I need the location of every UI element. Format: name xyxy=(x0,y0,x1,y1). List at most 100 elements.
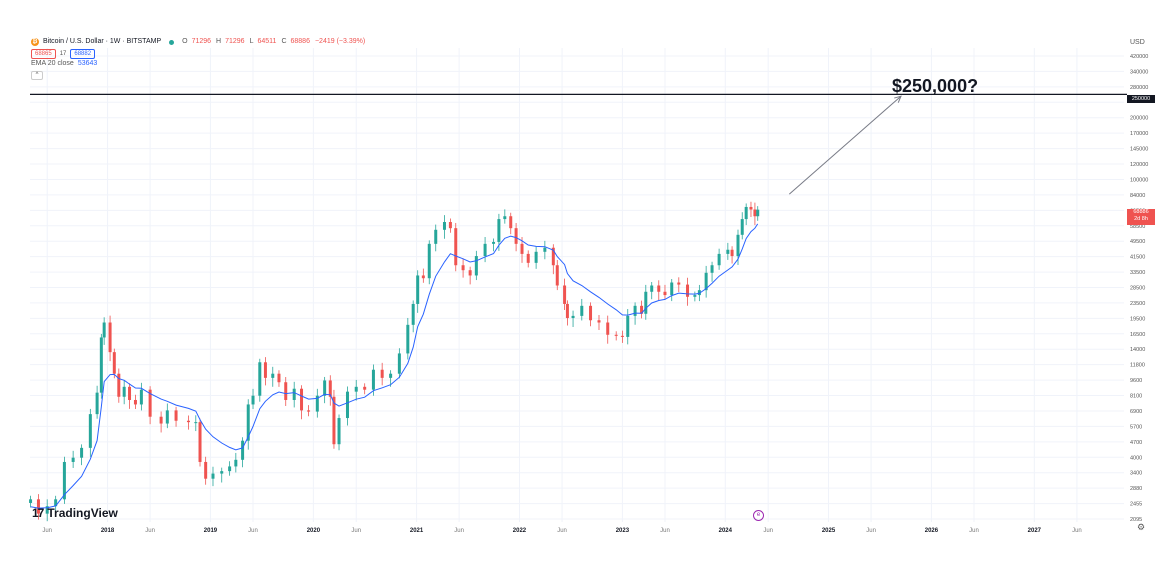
candle-body xyxy=(677,282,681,285)
candle-body xyxy=(148,389,152,417)
candle-body xyxy=(128,386,132,400)
candle-body xyxy=(503,216,507,220)
candle-body xyxy=(626,315,630,337)
price-tick-label: 280000 xyxy=(1130,85,1148,91)
candle-body xyxy=(726,249,730,254)
ohlc-high: 71296 xyxy=(225,38,245,45)
time-tick-label: 2026 xyxy=(925,528,939,534)
candle-body xyxy=(640,305,644,314)
time-tick-label: Jun xyxy=(42,528,52,534)
time-tick-label: Jun xyxy=(248,528,258,534)
candle-body xyxy=(454,228,458,266)
candle-body xyxy=(332,396,336,445)
candle-body xyxy=(633,305,637,316)
target-price-annotation[interactable]: $250,000? xyxy=(892,76,979,96)
candle-body xyxy=(88,414,92,448)
indicator-row[interactable]: EMA 20 close 53643 xyxy=(31,59,366,69)
ema-label: EMA 20 close xyxy=(31,60,74,67)
candle-body xyxy=(354,386,358,392)
candle-body xyxy=(258,362,262,396)
last-price-tag: 68886 2d 8h xyxy=(1127,209,1155,225)
symbol-title[interactable]: Bitcoin / U.S. Dollar · 1W · BITSTAMP xyxy=(43,38,162,45)
candle-body xyxy=(442,222,446,230)
candle-body xyxy=(693,295,697,297)
candle-body xyxy=(620,335,624,337)
candle-body xyxy=(543,247,547,252)
market-status-icon xyxy=(169,39,175,45)
candle-body xyxy=(730,249,734,257)
price-tick-label: 58500 xyxy=(1130,224,1145,230)
candle-body xyxy=(580,305,584,316)
candle-body xyxy=(421,275,425,279)
candle-body xyxy=(328,380,332,397)
candle-body xyxy=(99,337,103,393)
price-tick-label: 100000 xyxy=(1130,177,1148,183)
candle-body xyxy=(95,392,99,415)
time-tick-label: Jun xyxy=(557,528,567,534)
candle-body xyxy=(644,291,648,314)
candle-body xyxy=(571,315,575,319)
price-tick-label: 41500 xyxy=(1130,255,1145,261)
candle-body xyxy=(663,291,667,296)
buy-price-button[interactable]: 68882 xyxy=(70,49,96,59)
candle-body xyxy=(753,209,757,217)
candle-body xyxy=(710,265,714,273)
trade-row: 68865 17 68882 xyxy=(31,47,366,59)
settings-gear-icon[interactable]: ⚙ xyxy=(1137,522,1146,532)
price-tick-label: 8100 xyxy=(1130,394,1142,400)
spread-value: 17 xyxy=(59,51,67,57)
price-tick-label: 340000 xyxy=(1130,69,1148,75)
candle-body xyxy=(194,422,198,424)
price-tick-label: 19500 xyxy=(1130,316,1145,322)
candle-body xyxy=(670,282,674,296)
drawings xyxy=(30,93,1127,195)
ohlc-close: 68886 xyxy=(290,38,310,45)
candle-body xyxy=(606,322,610,335)
collapse-legend-button[interactable]: ^ xyxy=(31,71,43,80)
bitcoin-icon: ₿ xyxy=(31,38,39,46)
candle-body xyxy=(534,251,538,263)
price-tick-label: 170000 xyxy=(1130,131,1148,137)
event-marker-icon[interactable]: e xyxy=(753,510,764,521)
currency-selector[interactable]: USD xyxy=(1130,39,1145,46)
price-tick-label: 11800 xyxy=(1130,363,1145,369)
time-tick-label: Jun xyxy=(866,528,876,534)
candle-body xyxy=(133,399,137,405)
candle-body xyxy=(597,320,601,323)
candle-body xyxy=(71,457,75,462)
price-tick-label: 120000 xyxy=(1130,162,1148,168)
ema-20-line xyxy=(30,223,759,509)
candle-body xyxy=(263,362,267,378)
candle-body xyxy=(756,209,760,217)
price-tick-label: 2455 xyxy=(1130,502,1142,508)
candle-body xyxy=(337,418,341,445)
tradingview-logo-icon: 17 xyxy=(32,506,44,520)
candle-body xyxy=(717,253,721,266)
price-axis: 420000 340000 280000 200000 170000 145000 1200… xyxy=(1130,54,1148,523)
candle-body xyxy=(483,243,487,257)
candle-body xyxy=(434,229,438,244)
tradingview-watermark[interactable]: 17 TradingView xyxy=(32,506,118,520)
candle-body xyxy=(323,380,327,396)
candle-body xyxy=(251,395,255,405)
candle-body xyxy=(614,334,618,336)
ohlc-open: 71296 xyxy=(191,38,212,45)
symbol-row[interactable]: ₿ Bitcoin / U.S. Dollar · 1W · BITSTAMP … xyxy=(31,37,366,47)
price-tick-label: 33500 xyxy=(1130,270,1145,276)
ohlc-close-key: C xyxy=(281,38,287,45)
candle-body xyxy=(416,275,420,304)
candle-body xyxy=(186,420,190,423)
candle-body xyxy=(277,373,281,383)
candle-body xyxy=(468,270,472,276)
candle-body xyxy=(563,285,567,304)
sell-price-button[interactable]: 68865 xyxy=(31,49,56,59)
candle-body xyxy=(448,222,452,229)
time-tick-label: 2020 xyxy=(307,528,321,534)
candle-body xyxy=(474,256,478,276)
candle-body xyxy=(220,471,224,474)
candle-body xyxy=(371,369,375,390)
candle-body xyxy=(29,499,33,503)
price-tick-label: 84000 xyxy=(1130,193,1145,199)
